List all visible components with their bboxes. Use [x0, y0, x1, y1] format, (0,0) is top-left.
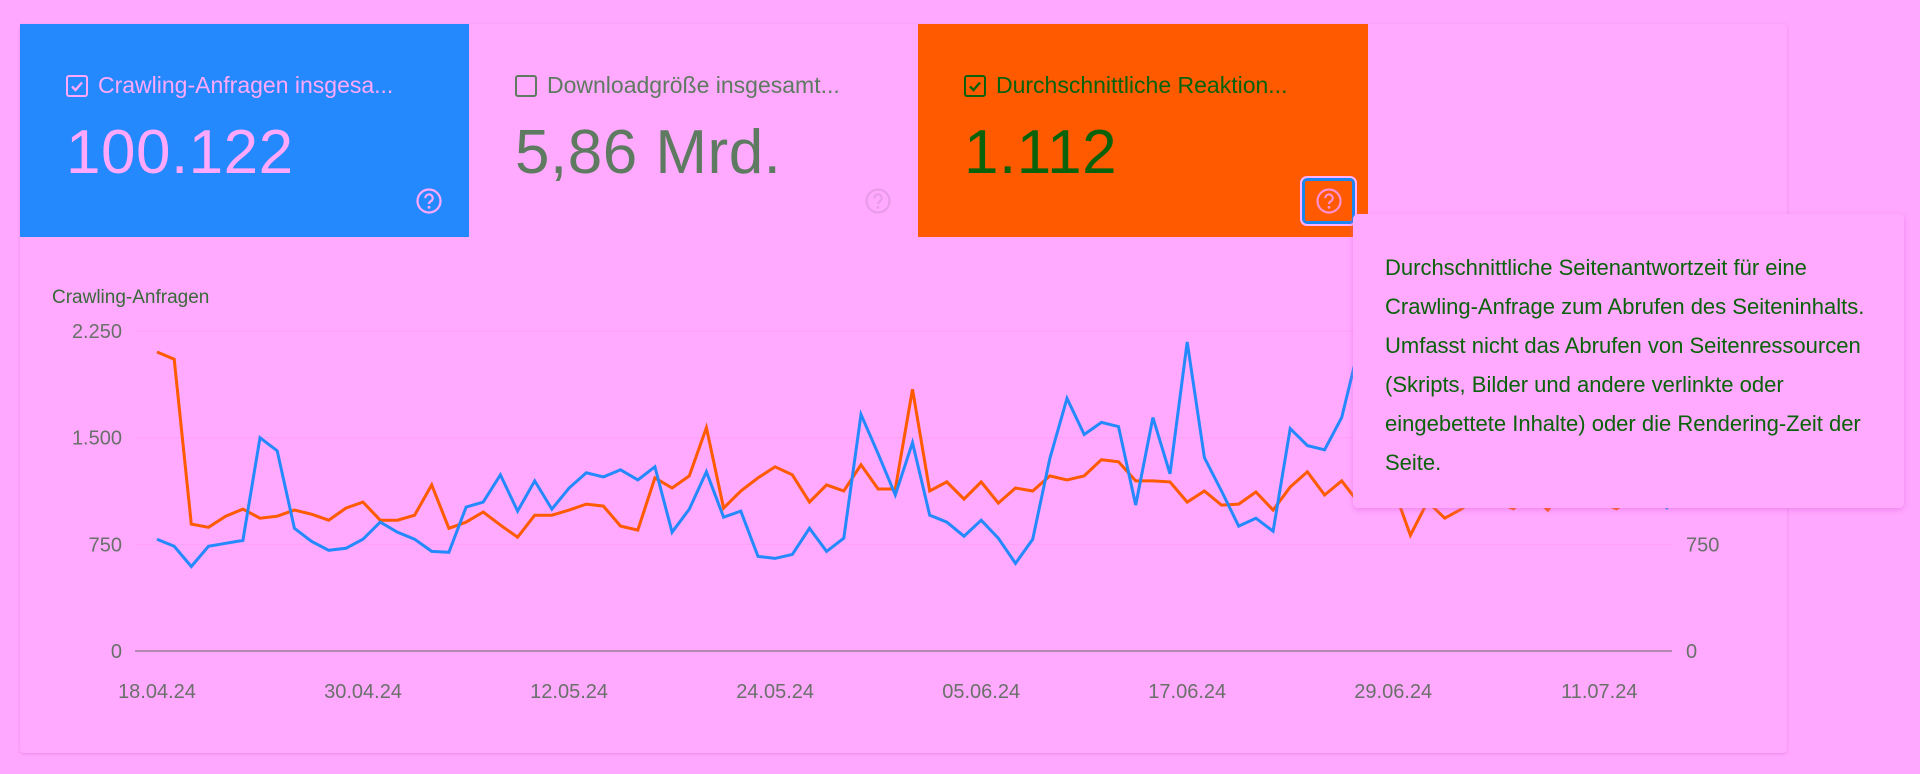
metric-total-crawl-requests[interactable]: Crawling-Anfragen insgesa... 100.122: [20, 24, 469, 237]
help-circle-icon[interactable]: [1300, 176, 1357, 226]
svg-text:05.06.24: 05.06.24: [942, 681, 1020, 703]
metric-value: 5,86 Mrd.: [515, 118, 782, 187]
checkbox-unchecked-icon[interactable]: [515, 74, 537, 97]
help-tooltip: Durchschnittliche Seitenantwortzeit für …: [1353, 214, 1904, 508]
x-axis-labels: 18.04.24 30.04.24 12.05.24 24.05.24 05.06.24…: [118, 681, 1637, 703]
checkbox-checked-icon[interactable]: [66, 74, 88, 97]
svg-text:18.04.24: 18.04.24: [118, 681, 196, 703]
series-line-crawl-requests: [156, 350, 1669, 540]
svg-text:0: 0: [111, 641, 122, 663]
right-y-axis-labels: 750 0: [1686, 534, 1719, 663]
svg-text:30.04.24: 30.04.24: [324, 681, 402, 703]
svg-text:24.05.24: 24.05.24: [736, 681, 814, 703]
checkbox-checked-icon[interactable]: [964, 74, 986, 97]
help-circle-icon[interactable]: [862, 185, 894, 217]
metric-label: Crawling-Anfragen insgesa...: [98, 72, 394, 98]
svg-text:12.05.24: 12.05.24: [530, 681, 608, 703]
svg-text:17.06.24: 17.06.24: [1148, 681, 1226, 703]
svg-text:750: 750: [89, 534, 122, 556]
metric-average-response-time[interactable]: Durchschnittliche Reaktion... 1.112: [918, 24, 1368, 237]
svg-text:1.500: 1.500: [72, 428, 122, 450]
svg-text:29.06.24: 29.06.24: [1354, 681, 1432, 703]
svg-text:11.07.24: 11.07.24: [1561, 681, 1637, 703]
svg-text:750: 750: [1686, 534, 1719, 556]
metric-label: Durchschnittliche Reaktion...: [996, 72, 1288, 98]
svg-text:0: 0: [1686, 641, 1697, 663]
left-axis-title: Crawling-Anfragen: [52, 287, 210, 308]
left-y-axis-labels: 2.250 1.500 750 0: [72, 321, 122, 663]
metric-value: 1.112: [964, 118, 1118, 187]
metric-value: 100.122: [66, 118, 294, 187]
svg-text:2.250: 2.250: [72, 321, 122, 343]
help-circle-icon[interactable]: [413, 185, 445, 217]
tooltip-text: Durchschnittliche Seitenantwortzeit für …: [1385, 255, 1865, 475]
metric-total-download-size[interactable]: Downloadgröße insgesamt... 5,86 Mrd.: [469, 24, 918, 237]
metric-label: Downloadgröße insgesamt...: [547, 72, 840, 98]
